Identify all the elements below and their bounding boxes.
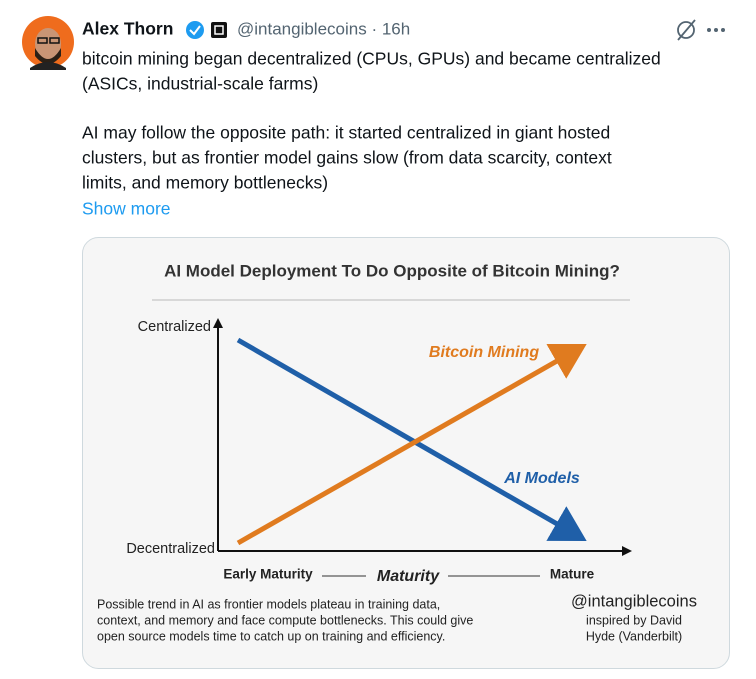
series-label: AI Models	[503, 470, 580, 487]
y-top-label: Centralized	[138, 319, 211, 335]
series-label: Bitcoin Mining	[429, 344, 539, 361]
x-right-label: Mature	[550, 567, 595, 582]
chart-title: AI Model Deployment To Do Opposite of Bi…	[164, 261, 620, 280]
author-name[interactable]: Alex Thorn	[82, 19, 173, 39]
handle-time[interactable]: @intangiblecoins · 16h	[237, 19, 410, 38]
credit: Hyde (Vanderbilt)	[586, 629, 682, 643]
more-icon[interactable]	[707, 28, 725, 32]
image-card[interactable]: AI Model Deployment To Do Opposite of Bi…	[82, 237, 730, 669]
caption: Possible trend in AI as frontier models …	[97, 597, 440, 611]
tweet-text: limits, and memory bottlenecks)	[82, 173, 328, 193]
affiliate-badge	[211, 22, 227, 38]
verified-badge	[186, 21, 204, 39]
avatar[interactable]	[22, 16, 74, 70]
x-axis-label: Maturity	[377, 568, 440, 585]
y-bottom-label: Decentralized	[126, 541, 215, 557]
show-more[interactable]: Show more	[82, 199, 171, 219]
tweet-text: bitcoin mining began decentralized (CPUs…	[82, 49, 661, 69]
credit: inspired by David	[586, 613, 682, 627]
ai-line	[236, 337, 587, 541]
caption: context, and memory and face compute bot…	[97, 613, 473, 627]
caption: open source models time to catch up on t…	[97, 629, 445, 643]
tweet-text: AI may follow the opposite path: it star…	[82, 123, 610, 143]
grok-icon[interactable]	[677, 19, 696, 41]
x-left-label: Early Maturity	[223, 567, 313, 582]
bitcoin-line	[236, 344, 587, 546]
tweet-text: (ASICs, industrial-scale farms)	[82, 74, 318, 94]
watermark: @intangiblecoins	[571, 592, 697, 610]
tweet-text: clusters, but as frontier model gains sl…	[82, 148, 612, 168]
